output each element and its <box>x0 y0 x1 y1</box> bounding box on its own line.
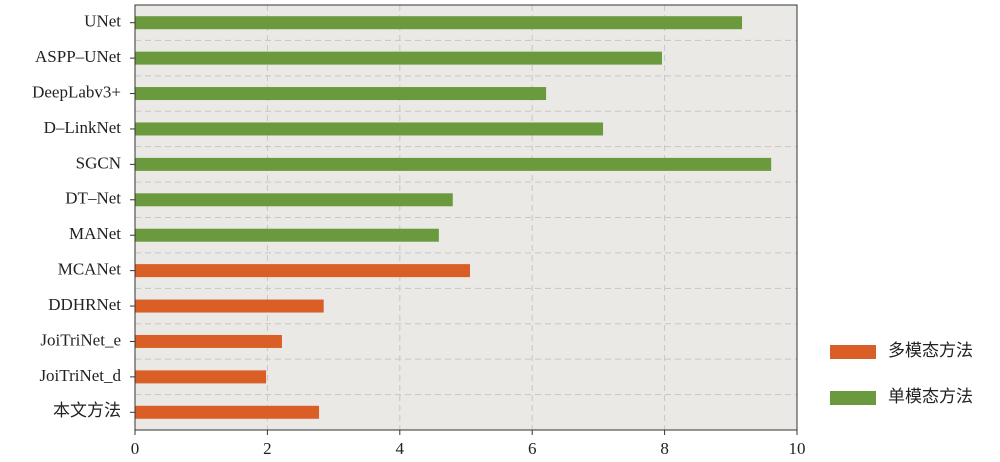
x-tick-label: 10 <box>789 439 806 458</box>
x-tick-label: 6 <box>528 439 537 458</box>
bar <box>135 334 282 348</box>
x-tick-label: 2 <box>263 439 272 458</box>
y-tick-label: UNet <box>84 12 121 31</box>
bar <box>135 193 453 207</box>
bar <box>135 370 267 384</box>
y-tick-label: DDHRNet <box>48 295 121 314</box>
legend-label: 单模态方法 <box>888 387 973 406</box>
bar <box>135 51 662 65</box>
x-tick-label: 8 <box>660 439 669 458</box>
bar <box>135 405 320 419</box>
y-tick-label: MANet <box>69 224 121 243</box>
legend-label: 多模态方法 <box>888 341 973 360</box>
y-tick-label: D–LinkNet <box>44 118 122 137</box>
bar <box>135 264 470 278</box>
x-tick-label: 4 <box>396 439 405 458</box>
y-tick-label: MCANet <box>58 260 122 279</box>
legend-swatch <box>830 345 876 359</box>
y-tick-label: SGCN <box>76 153 121 172</box>
x-tick-label: 0 <box>131 439 140 458</box>
y-tick-label: 本文方法 <box>53 401 121 420</box>
bar <box>135 157 772 171</box>
y-tick-label: JoiTriNet_e <box>40 330 121 349</box>
bar <box>135 228 439 242</box>
y-tick-label: ASPP–UNet <box>35 47 121 66</box>
legend-swatch <box>830 391 876 405</box>
y-tick-label: DT–Net <box>65 189 121 208</box>
bar <box>135 122 604 136</box>
bar <box>135 299 324 313</box>
y-tick-label: JoiTriNet_d <box>39 366 121 385</box>
bar <box>135 87 547 101</box>
plot-frame <box>134 4 798 431</box>
bar <box>135 16 743 30</box>
plot-layer <box>134 5 798 430</box>
y-tick-label: DeepLabv3+ <box>32 82 121 101</box>
